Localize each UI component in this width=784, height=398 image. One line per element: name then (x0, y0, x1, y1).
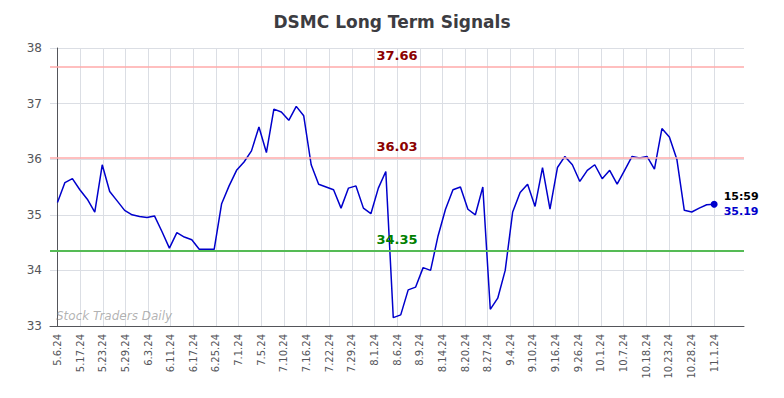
svg-text:37: 37 (27, 97, 42, 111)
svg-text:7.10.24: 7.10.24 (278, 334, 289, 372)
svg-text:35: 35 (27, 208, 42, 222)
svg-text:36.03: 36.03 (376, 139, 417, 154)
svg-text:6.3.24: 6.3.24 (143, 334, 154, 366)
svg-text:35.19: 35.19 (724, 205, 759, 218)
svg-text:9.10.24: 9.10.24 (527, 334, 538, 372)
svg-text:37.66: 37.66 (376, 48, 417, 63)
svg-text:6.17.24: 6.17.24 (188, 334, 199, 372)
svg-text:10.23.24: 10.23.24 (663, 334, 674, 379)
svg-text:7.1.24: 7.1.24 (233, 334, 244, 366)
svg-text:33: 33 (27, 319, 42, 333)
svg-text:36: 36 (27, 152, 42, 166)
svg-text:8.9.24: 8.9.24 (414, 334, 425, 366)
svg-text:10.18.24: 10.18.24 (641, 334, 652, 379)
svg-text:8.1.24: 8.1.24 (369, 334, 380, 366)
svg-text:34.35: 34.35 (376, 232, 417, 247)
svg-text:7.16.24: 7.16.24 (301, 334, 312, 372)
svg-text:9.16.24: 9.16.24 (550, 334, 561, 372)
svg-text:8.6.24: 8.6.24 (392, 334, 403, 366)
svg-text:5.6.24: 5.6.24 (52, 334, 63, 366)
svg-text:5.17.24: 5.17.24 (75, 334, 86, 372)
svg-text:9.26.24: 9.26.24 (573, 334, 584, 372)
svg-text:10.7.24: 10.7.24 (618, 334, 629, 372)
svg-text:8.14.24: 8.14.24 (437, 334, 448, 372)
svg-text:15:59: 15:59 (724, 190, 759, 203)
svg-text:7.22.24: 7.22.24 (324, 334, 335, 372)
svg-text:9.4.24: 9.4.24 (505, 334, 516, 366)
svg-text:Stock Traders Daily: Stock Traders Daily (56, 309, 173, 323)
svg-text:6.11.24: 6.11.24 (165, 334, 176, 372)
svg-text:7.5.24: 7.5.24 (256, 334, 267, 366)
svg-text:11.1.24: 11.1.24 (709, 334, 720, 372)
svg-text:34: 34 (27, 263, 42, 277)
svg-text:8.20.24: 8.20.24 (460, 334, 471, 372)
svg-text:10.28.24: 10.28.24 (686, 334, 697, 379)
svg-text:7.29.24: 7.29.24 (346, 334, 357, 372)
svg-text:5.29.24: 5.29.24 (120, 334, 131, 372)
svg-text:8.27.24: 8.27.24 (482, 334, 493, 372)
svg-text:5.23.24: 5.23.24 (97, 334, 108, 372)
svg-text:6.25.24: 6.25.24 (210, 334, 221, 372)
svg-text:38: 38 (27, 41, 42, 55)
svg-text:10.1.24: 10.1.24 (595, 334, 606, 372)
svg-text:DSMC Long Term Signals: DSMC Long Term Signals (273, 12, 510, 32)
